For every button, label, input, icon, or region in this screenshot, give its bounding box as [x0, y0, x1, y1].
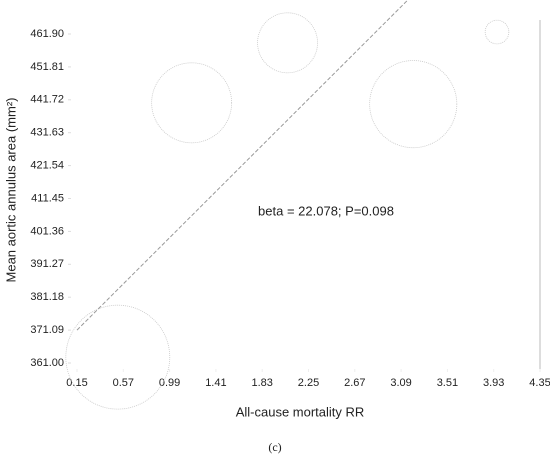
x-tick-label: 2.67: [344, 377, 365, 389]
y-tick-label: 431.63: [30, 127, 64, 139]
y-tick-label: 451.81: [30, 61, 64, 73]
y-tick-label: 391.27: [30, 258, 64, 270]
bubble: [369, 60, 458, 149]
y-tick-label: 381.18: [30, 291, 64, 303]
bubble: [257, 12, 318, 74]
y-axis-label: Mean aortic annulus area (mm²): [3, 98, 18, 283]
caption: (c): [268, 440, 281, 454]
y-tick-label: 411.45: [31, 192, 64, 204]
x-tick-label: 3.51: [437, 377, 458, 389]
y-tick-label: 371.09: [30, 324, 64, 336]
annotation: beta = 22.078; P=0.098: [258, 203, 394, 218]
x-axis-label: All-cause mortality RR: [236, 404, 365, 419]
x-tick-label: 3.93: [483, 377, 504, 389]
x-tick-label: 3.09: [390, 377, 411, 389]
bubble: [65, 304, 171, 410]
y-tick-label: 461.90: [30, 28, 64, 40]
bubble: [151, 62, 233, 144]
bubble: [484, 19, 510, 45]
x-tick-label: 4.35: [529, 377, 550, 389]
x-tick-label: 0.15: [66, 377, 87, 389]
x-tick-label: 0.99: [159, 377, 180, 389]
x-tick-label: 1.41: [205, 377, 226, 389]
x-tick-label: 0.57: [113, 377, 134, 389]
x-tick-label: 2.25: [298, 377, 319, 389]
y-tick-label: 441.72: [30, 94, 64, 106]
fit-line: [76, 0, 409, 331]
y-tick-label: 361.00: [30, 357, 64, 369]
y-tick-label: 401.36: [30, 225, 64, 237]
x-tick-label: 1.83: [251, 377, 272, 389]
y-tick-label: 421.54: [30, 160, 64, 172]
